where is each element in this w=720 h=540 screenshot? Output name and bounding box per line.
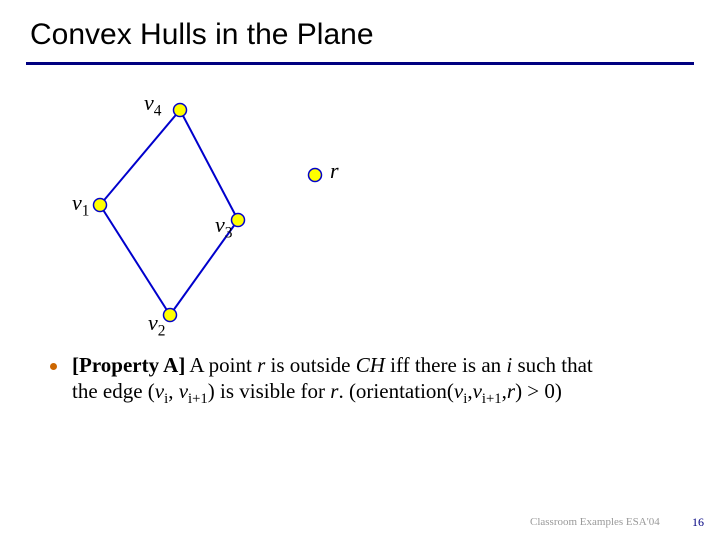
property-label: [Property A]: [72, 353, 185, 377]
bullet-dot: [50, 363, 57, 370]
t4: such that: [512, 353, 592, 377]
t7: ) is visible for: [208, 379, 330, 403]
it-ch: CH: [356, 353, 385, 377]
vi1: vi+1: [179, 379, 208, 403]
vertex-v3: [232, 214, 245, 227]
label-v1: v1: [72, 190, 89, 220]
footer-text: Classroom Examples ESA'04: [530, 516, 660, 528]
vertices-group: [94, 104, 322, 322]
edge-v4-v3: [180, 110, 238, 220]
vertex-v4: [174, 104, 187, 117]
label-v3-main: v: [215, 212, 225, 237]
t6: ,: [168, 379, 179, 403]
label-v4: v4: [144, 90, 161, 120]
label-v1-main: v: [72, 190, 82, 215]
property-a-text: [Property A] A point r is outside CH iff…: [72, 352, 692, 409]
label-v3-sub: 3: [225, 224, 233, 241]
edge-v4-v1: [100, 110, 180, 205]
t5: the edge (: [72, 379, 155, 403]
label-v2-sub: 2: [158, 322, 166, 339]
t2: is outside: [265, 353, 355, 377]
t8: . (orientation(: [338, 379, 453, 403]
label-r-main: r: [330, 158, 339, 183]
convex-hull-diagram: [90, 90, 390, 360]
t3: iff there is an: [385, 353, 507, 377]
vertex-r: [309, 169, 322, 182]
label-v2: v2: [148, 310, 165, 340]
label-v4-main: v: [144, 90, 154, 115]
ovi: vi: [454, 379, 467, 403]
label-v3: v3: [215, 212, 232, 242]
t11: ) > 0): [515, 379, 562, 403]
vi: vi: [155, 379, 168, 403]
slide-title: Convex Hulls in the Plane: [30, 18, 374, 52]
edge-v1-v2: [100, 205, 170, 315]
vertex-v1: [94, 199, 107, 212]
t1: A point: [185, 353, 257, 377]
title-underline: [26, 62, 694, 65]
label-v1-sub: 1: [82, 202, 90, 219]
footer-pagenum: 16: [692, 515, 704, 530]
it-r3: r: [507, 379, 515, 403]
label-v2-main: v: [148, 310, 158, 335]
label-r: r: [330, 158, 339, 184]
ovi1: vi+1: [473, 379, 502, 403]
label-v4-sub: 4: [154, 102, 162, 119]
